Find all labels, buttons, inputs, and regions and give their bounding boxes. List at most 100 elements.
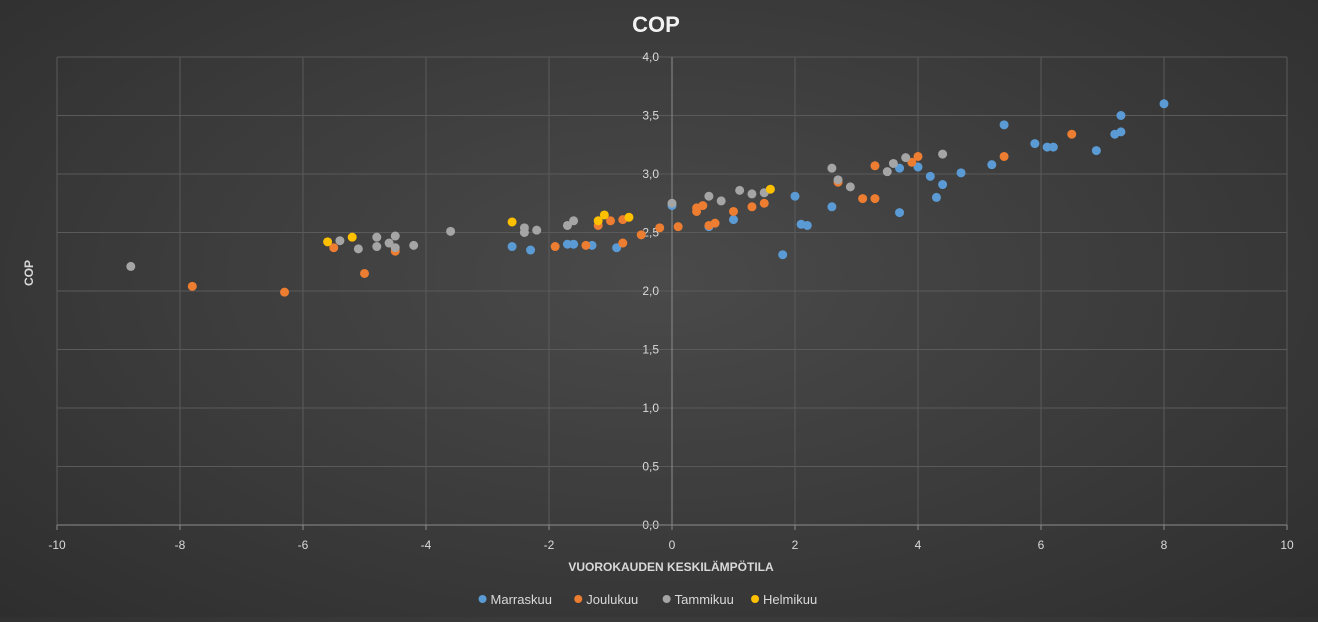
data-point — [335, 236, 345, 246]
y-tick-label: 2,5 — [642, 226, 659, 240]
x-tick-label: 4 — [915, 538, 922, 552]
data-point — [599, 210, 609, 220]
data-point — [1030, 139, 1040, 149]
data-point — [280, 287, 290, 297]
data-point — [360, 268, 369, 278]
data-point — [882, 167, 892, 177]
data-point — [187, 281, 197, 291]
x-tick-label: 6 — [1038, 538, 1045, 552]
data-point — [729, 215, 738, 225]
data-point — [636, 230, 646, 240]
data-point — [329, 243, 339, 253]
data-point — [624, 212, 634, 222]
legend-label: Joulukuu — [586, 592, 638, 607]
data-point — [384, 238, 394, 248]
data-point — [606, 216, 615, 226]
data-point — [446, 226, 456, 236]
data-point — [618, 238, 628, 248]
data-point — [747, 202, 757, 212]
data-point — [372, 232, 382, 242]
data-point — [1116, 111, 1126, 120]
data-point — [507, 217, 517, 227]
data-point — [716, 196, 726, 206]
data-point — [833, 175, 843, 185]
axes: 0,00,51,01,52,02,53,03,54,0-10 -8 -6 -4 -2 0 2… — [48, 50, 1294, 552]
data-point — [655, 223, 665, 233]
legend-label: Tammikuu — [675, 592, 734, 607]
data-point — [913, 151, 923, 161]
data-point — [987, 160, 997, 170]
data-point — [1042, 142, 1052, 152]
x-tick-label: 0 — [669, 538, 676, 552]
data-point — [372, 242, 382, 252]
y-tick-label: 3,5 — [642, 109, 659, 123]
y-tick-label: 0,5 — [642, 460, 659, 474]
legend-label: Helmikuu — [763, 592, 817, 607]
data-point — [925, 171, 935, 181]
data-point — [802, 220, 812, 230]
data-point — [353, 244, 363, 254]
x-axis-label: VUOROKAUDEN KESKILÄMPÖTILA — [568, 559, 774, 574]
data-point — [1091, 146, 1101, 156]
y-tick-label: 4,0 — [642, 50, 659, 64]
data-point — [999, 120, 1009, 130]
data-point — [938, 149, 948, 159]
y-axis-label: COP — [22, 260, 36, 286]
data-point — [519, 223, 529, 233]
data-point — [888, 158, 898, 168]
data-point — [956, 168, 966, 178]
x-tick-label: -4 — [421, 538, 432, 552]
series-helmikuu — [323, 184, 775, 247]
data-point — [790, 191, 800, 201]
legend-item: Helmikuu — [751, 592, 817, 607]
data-points — [126, 99, 1169, 297]
chart-title: COP — [632, 12, 680, 37]
y-tick-label: 1,5 — [642, 343, 659, 357]
legend-marker — [662, 595, 671, 603]
data-point — [999, 151, 1009, 161]
data-point — [562, 239, 572, 249]
x-tick-label: 8 — [1161, 538, 1168, 552]
data-point — [569, 239, 579, 249]
series-tammikuu — [126, 149, 948, 271]
data-point — [587, 240, 597, 250]
x-tick-label: 10 — [1280, 538, 1294, 552]
data-point — [507, 242, 517, 252]
data-point — [532, 225, 542, 235]
data-point — [562, 220, 572, 230]
data-point — [759, 198, 769, 208]
data-point — [323, 237, 333, 247]
data-point — [1048, 142, 1058, 152]
legend-marker — [478, 595, 487, 603]
data-point — [747, 189, 757, 199]
data-point — [895, 163, 905, 173]
legend: Marraskuu Joulukuu Tammikuu Helmikuu — [478, 592, 817, 607]
data-point — [612, 243, 622, 253]
data-point — [409, 240, 419, 250]
data-point — [870, 161, 880, 171]
x-tick-label: -8 — [175, 538, 186, 552]
data-point — [907, 157, 917, 167]
data-point — [126, 261, 136, 271]
data-point — [729, 206, 738, 216]
data-point — [347, 232, 357, 242]
legend-item: Tammikuu — [662, 592, 734, 607]
data-point — [845, 182, 855, 192]
data-point — [569, 216, 579, 226]
data-point — [735, 185, 745, 195]
data-point — [698, 201, 708, 211]
data-point — [581, 240, 591, 250]
y-tick-label: 3,0 — [642, 167, 659, 181]
data-point — [931, 192, 941, 202]
data-point — [390, 231, 400, 241]
y-tick-label: 1,0 — [642, 401, 659, 415]
data-point — [390, 243, 400, 253]
data-point — [827, 202, 837, 212]
data-point — [667, 198, 677, 208]
data-point — [870, 194, 880, 204]
data-point — [1116, 127, 1126, 137]
x-tick-label: -2 — [544, 538, 555, 552]
data-point — [913, 162, 923, 172]
